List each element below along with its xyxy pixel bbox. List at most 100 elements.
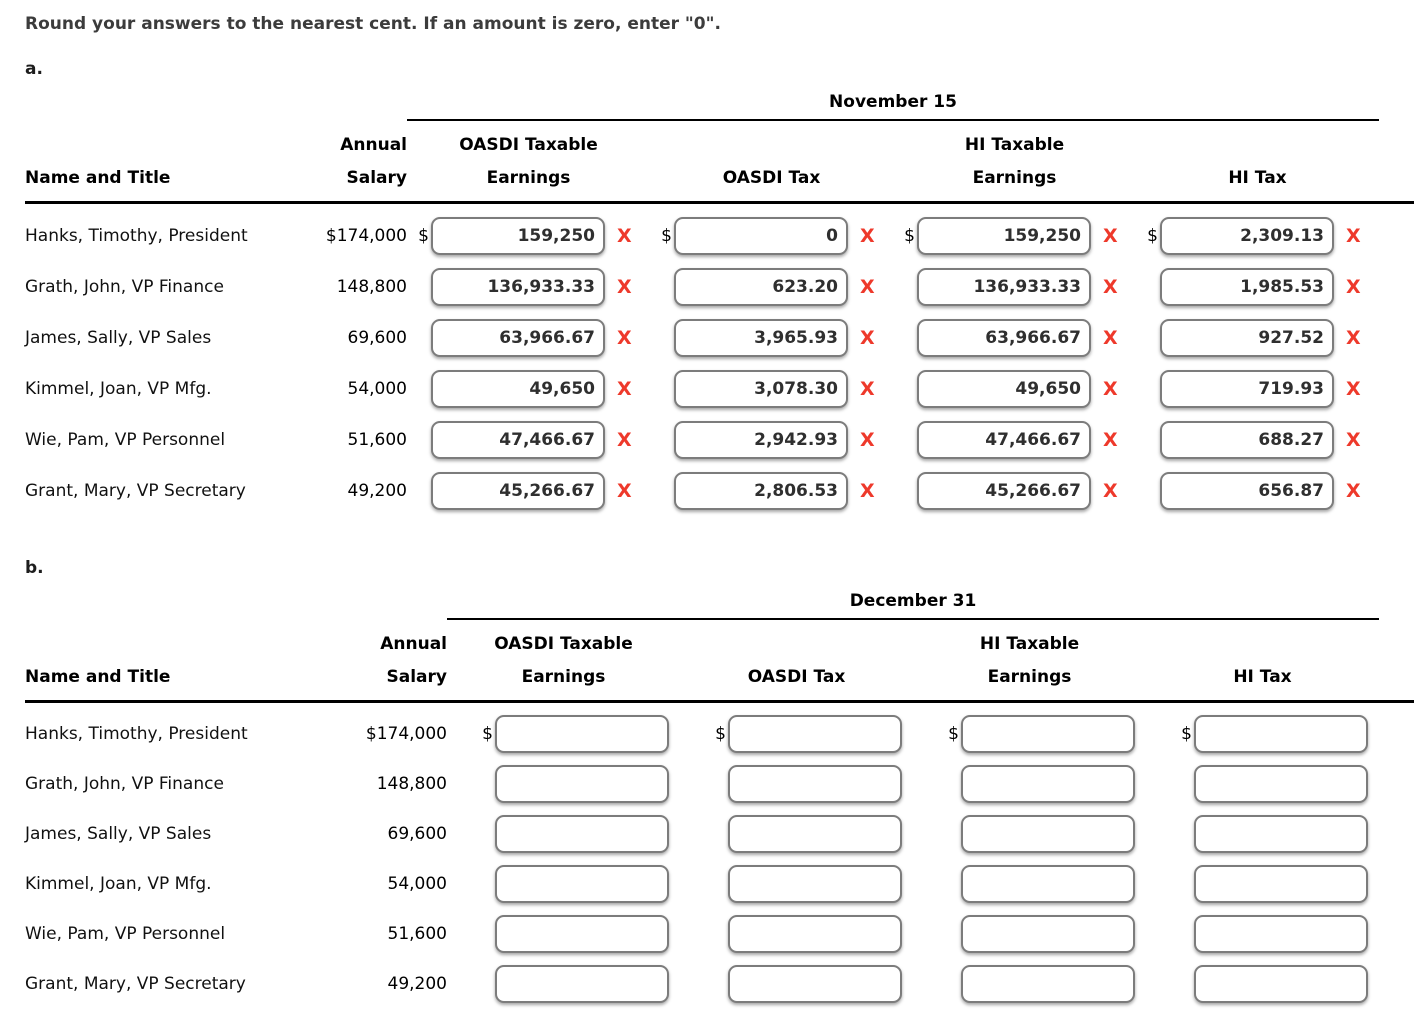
col-header-oasdi-taxable-earnings: OASDI Taxable Earnings [407, 129, 650, 195]
oasdi-taxable-earnings-input[interactable]: 49,650 [431, 369, 605, 408]
value-cell: 2,942.93 X [650, 414, 893, 465]
incorrect-x-icon: X [617, 224, 632, 247]
oasdi-taxable-earnings-input[interactable] [495, 915, 669, 953]
value-cell [680, 859, 913, 909]
value-cell: $ 0 X [650, 210, 893, 261]
oasdi-tax-input[interactable] [728, 965, 902, 1003]
oasdi-tax-input[interactable]: 2,942.93 [674, 420, 848, 459]
hi-taxable-earnings-input[interactable]: 136,933.33 [917, 267, 1091, 306]
value-cell [680, 809, 913, 859]
annual-salary-value: 54,000 [387, 874, 447, 894]
oasdi-taxable-earnings-input[interactable] [495, 865, 669, 903]
oasdi-taxable-earnings-input[interactable]: 159,250 [431, 216, 605, 255]
hi-tax-input[interactable]: 719.93 [1160, 369, 1334, 408]
oasdi-tax-input[interactable] [728, 765, 902, 803]
table-row: Grant, Mary, VP Secretary 49,200 45,266.… [25, 465, 1414, 516]
hi-tax-input[interactable] [1194, 715, 1368, 753]
employee-name: Grant, Mary, VP Secretary [25, 480, 246, 501]
oasdi-tax-input[interactable]: 2,806.53 [674, 471, 848, 510]
value-cell: $ [680, 709, 913, 759]
value-cell [447, 909, 680, 959]
oasdi-tax-input[interactable] [728, 815, 902, 853]
dollar-sign: $ [715, 724, 726, 744]
hi-taxable-earnings-input[interactable] [961, 715, 1135, 753]
oasdi-tax-input[interactable]: 3,965.93 [674, 318, 848, 357]
hi-taxable-earnings-input[interactable]: 63,966.67 [917, 318, 1091, 357]
table-row: Wie, Pam, VP Personnel 51,600 47,466.67 … [25, 414, 1414, 465]
hi-tax-input[interactable] [1194, 815, 1368, 853]
col-header-oasdi-tax: OASDI Tax [747, 667, 846, 687]
hi-tax-input[interactable] [1194, 865, 1368, 903]
table-row: James, Sally, VP Sales 69,600 [25, 809, 1414, 859]
hi-taxable-earnings-input[interactable] [961, 815, 1135, 853]
col-header-annual-salary: Annual Salary [305, 628, 447, 694]
oasdi-taxable-earnings-input[interactable] [495, 815, 669, 853]
oasdi-taxable-earnings-input[interactable] [495, 965, 669, 1003]
hi-tax-input[interactable] [1194, 915, 1368, 953]
dollar-sign: $ [904, 225, 915, 246]
hi-tax-input[interactable]: 927.52 [1160, 318, 1334, 357]
header-line: Salary [386, 667, 447, 687]
oasdi-taxable-earnings-input[interactable]: 63,966.67 [431, 318, 605, 357]
col-header-hi-taxable-earnings: HI Taxable Earnings [893, 129, 1136, 195]
value-cell: 47,466.67 X [893, 414, 1136, 465]
incorrect-x-icon: X [1103, 224, 1118, 247]
hi-taxable-earnings-input[interactable] [961, 915, 1135, 953]
hi-taxable-earnings-input[interactable]: 49,650 [917, 369, 1091, 408]
header-line: Salary [346, 168, 407, 188]
oasdi-taxable-earnings-input[interactable]: 47,466.67 [431, 420, 605, 459]
table-row: Kimmel, Joan, VP Mfg. 54,000 [25, 859, 1414, 909]
oasdi-taxable-earnings-input[interactable]: 45,266.67 [431, 471, 605, 510]
value-cell [1146, 809, 1379, 859]
employee-name: James, Sally, VP Sales [25, 327, 212, 348]
oasdi-tax-input[interactable] [728, 715, 902, 753]
oasdi-tax-input[interactable] [728, 915, 902, 953]
value-cell: $ 159,250 X [407, 210, 650, 261]
value-cell: 3,078.30 X [650, 363, 893, 414]
value-cell [680, 959, 913, 1009]
hi-tax-input[interactable]: 656.87 [1160, 471, 1334, 510]
annual-salary-value: 148,800 [376, 774, 447, 794]
oasdi-tax-input[interactable]: 3,078.30 [674, 369, 848, 408]
value-cell: 688.27 X [1136, 414, 1379, 465]
hi-tax-input[interactable] [1194, 965, 1368, 1003]
dollar-sign: $ [1147, 225, 1158, 246]
value-cell: $ [447, 709, 680, 759]
value-cell [680, 759, 913, 809]
header-line: Annual [340, 135, 407, 155]
oasdi-taxable-earnings-input[interactable] [495, 765, 669, 803]
value-cell [1146, 959, 1379, 1009]
hi-taxable-earnings-input[interactable]: 159,250 [917, 216, 1091, 255]
table-row: Kimmel, Joan, VP Mfg. 54,000 49,650 X 3,… [25, 363, 1414, 414]
value-cell: $ [913, 709, 1146, 759]
hi-tax-input[interactable]: 688.27 [1160, 420, 1334, 459]
header-line: Earnings [972, 168, 1057, 188]
annual-salary-value: 54,000 [347, 378, 407, 399]
hi-tax-input[interactable]: 1,985.53 [1160, 267, 1334, 306]
hi-taxable-earnings-input[interactable] [961, 765, 1135, 803]
oasdi-tax-input[interactable] [728, 865, 902, 903]
value-cell: 63,966.67 X [893, 312, 1136, 363]
date-header-row: December 31 [25, 591, 1414, 620]
hi-taxable-earnings-input[interactable] [961, 965, 1135, 1003]
value-cell: 49,650 X [893, 363, 1136, 414]
value-cell [913, 859, 1146, 909]
incorrect-x-icon: X [1346, 428, 1361, 451]
value-cell: 49,650 X [407, 363, 650, 414]
incorrect-x-icon: X [1346, 224, 1361, 247]
hi-taxable-earnings-input[interactable] [961, 865, 1135, 903]
incorrect-x-icon: X [617, 428, 632, 451]
oasdi-taxable-earnings-input[interactable] [495, 715, 669, 753]
oasdi-tax-input[interactable]: 0 [674, 216, 848, 255]
oasdi-tax-input[interactable]: 623.20 [674, 267, 848, 306]
employee-name: Hanks, Timothy, President [25, 724, 248, 744]
hi-taxable-earnings-input[interactable]: 47,466.67 [917, 420, 1091, 459]
date-header: December 31 [447, 591, 1379, 620]
incorrect-x-icon: X [860, 428, 875, 451]
hi-taxable-earnings-input[interactable]: 45,266.67 [917, 471, 1091, 510]
hi-tax-input[interactable] [1194, 765, 1368, 803]
oasdi-taxable-earnings-input[interactable]: 136,933.33 [431, 267, 605, 306]
header-line: OASDI Taxable [494, 634, 633, 654]
annual-salary-value: 148,800 [336, 276, 407, 297]
hi-tax-input[interactable]: 2,309.13 [1160, 216, 1334, 255]
